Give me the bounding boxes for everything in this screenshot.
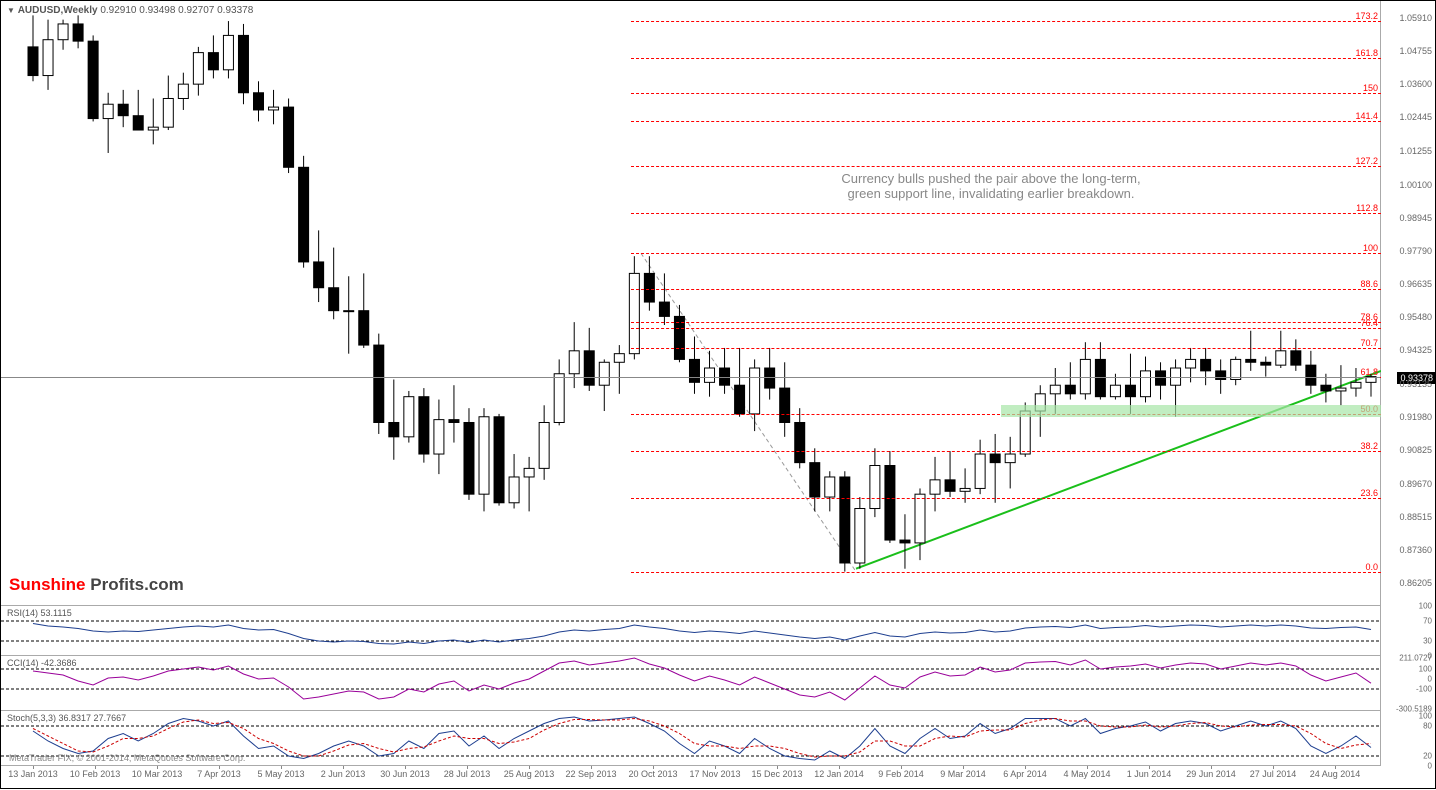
cci-label: CCI(14) -42.3686 bbox=[7, 658, 77, 668]
rsi-label: RSI(14) 53.1115 bbox=[7, 608, 72, 618]
rsi-panel[interactable]: RSI(14) 53.1115 bbox=[1, 606, 1381, 656]
chart-root: ▼ AUDUSD,Weekly 0.92910 0.93498 0.92707 … bbox=[0, 0, 1436, 789]
cci-panel[interactable]: CCI(14) -42.3686 bbox=[1, 656, 1381, 711]
cci-y-scale: 211.07271000-100-300.5189 bbox=[1379, 656, 1435, 711]
stoch-label: Stoch(5,3,3) 36.8317 27.7667 bbox=[7, 713, 126, 723]
text-annotation: Currency bulls pushed the pair above the… bbox=[761, 171, 1221, 201]
copyright-text: MetaTrader FIX, © 2001-2014, MetaQuotes … bbox=[9, 753, 245, 763]
time-axis: 13 Jan 201310 Feb 201310 Mar 20137 Apr 2… bbox=[1, 766, 1436, 790]
price-svg bbox=[1, 1, 1381, 606]
main-price-panel[interactable]: ▼ AUDUSD,Weekly 0.92910 0.93498 0.92707 … bbox=[1, 1, 1381, 606]
stoch-panel[interactable]: Stoch(5,3,3) 36.8317 27.7667 MetaTrader … bbox=[1, 711, 1381, 766]
rsi-y-scale: 10070300 bbox=[1379, 606, 1435, 656]
rsi-svg bbox=[1, 606, 1381, 656]
cci-svg bbox=[1, 656, 1381, 711]
price-y-scale: 1.059101.047551.036001.024451.012551.001… bbox=[1379, 1, 1435, 606]
watermark: Sunshine Profits.com bbox=[9, 575, 184, 595]
stoch-y-scale: 10080200 bbox=[1379, 711, 1435, 766]
